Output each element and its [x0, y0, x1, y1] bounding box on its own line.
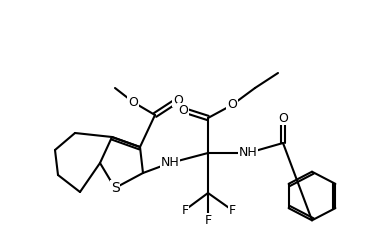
Text: O: O	[128, 96, 138, 108]
Text: F: F	[182, 204, 189, 217]
Text: F: F	[204, 213, 211, 227]
Text: F: F	[228, 204, 235, 217]
Text: O: O	[278, 112, 288, 124]
Text: NH: NH	[161, 157, 179, 169]
Text: O: O	[173, 93, 183, 106]
Text: O: O	[178, 104, 188, 116]
Text: O: O	[227, 98, 237, 112]
Text: NH: NH	[239, 146, 257, 159]
Text: S: S	[111, 181, 120, 195]
